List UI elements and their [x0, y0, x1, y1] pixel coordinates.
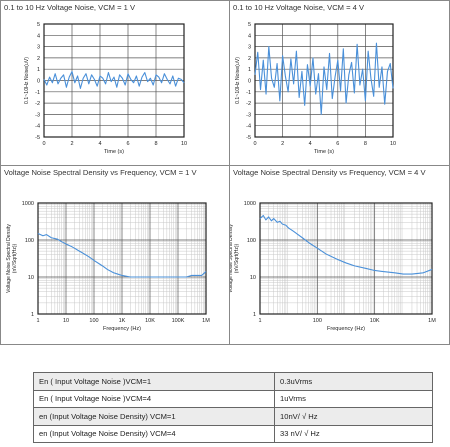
y-axis-label: 0.1~10Hz Noise(uV) — [235, 57, 241, 104]
plot-frame — [254, 23, 394, 138]
x-tick-label: 1 — [258, 318, 261, 324]
x-tick-label: 1M — [428, 318, 436, 324]
table-cell: 1uVrms — [274, 389, 433, 408]
table-row: en (Input Voltage Noise Density) VCM=4 3… — [33, 424, 433, 443]
y-tick-label: 100 — [25, 238, 34, 244]
x-tick-label: 0 — [42, 141, 45, 147]
y-tick-label: -5 — [246, 135, 251, 141]
y-tick-label: 1000 — [244, 201, 256, 207]
x-axis-label: Time (s) — [104, 149, 124, 155]
chart-cell-1: 0.1 to 10 Hz Voltage Noise, VCM = 1 V 0 2… — [0, 0, 230, 166]
y-tick-label: 1000 — [22, 201, 34, 207]
y-tick-label: 1 — [253, 312, 256, 318]
table-cell: en (Input Voltage Noise Density) VCM=1 — [33, 407, 275, 426]
series-line — [259, 214, 433, 275]
chart-cell-4: Voltage Noise Spectral Density vs Freque… — [229, 165, 450, 345]
x-tick-label: 10 — [63, 318, 69, 324]
x-axis-label: Time (s) — [314, 149, 334, 155]
x-tick-label: 6 — [336, 141, 339, 147]
y-tick-label: -4 — [246, 124, 251, 130]
x-tick-label: 8 — [154, 141, 157, 147]
y-tick-label: 1 — [37, 67, 40, 73]
chart-title: Voltage Noise Spectral Density vs Freque… — [4, 168, 197, 177]
y-axis-label-line: Voltage Noise Spectral Density — [6, 224, 12, 293]
y-tick-label: 5 — [248, 22, 251, 28]
y-tick-label: -1 — [246, 90, 251, 96]
y-tick-label: -5 — [35, 135, 40, 141]
table-cell: 10nV/ √ Hz — [274, 407, 433, 426]
x-tick-label: 10K — [145, 318, 155, 324]
x-axis-label: Frequency (Hz) — [327, 326, 365, 332]
x-tick-label: 100K — [172, 318, 185, 324]
y-axis-label: 0.1~10Hz Noise(uV) — [24, 57, 30, 104]
table-row: en (Input Voltage Noise Density) VCM=1 1… — [33, 407, 433, 426]
table-cell: En ( Input Voltage Noise )VCM=4 — [33, 389, 275, 408]
x-tick-label: 2 — [70, 141, 73, 147]
y-tick-label: -3 — [246, 112, 251, 118]
y-axis-label-line: (nV/Sqrt(Hz)) — [234, 243, 240, 273]
x-tick-label: 0 — [253, 141, 256, 147]
y-tick-label: -1 — [35, 90, 40, 96]
x-axis-label: Frequency (Hz) — [103, 326, 141, 332]
y-tick-label: -3 — [35, 112, 40, 118]
x-tick-label: 4 — [309, 141, 312, 147]
y-tick-label: 4 — [37, 33, 40, 39]
y-tick-label: 10 — [250, 275, 256, 281]
series-line — [43, 70, 185, 89]
y-tick-label: -2 — [246, 101, 251, 107]
x-tick-label: 1M — [202, 318, 210, 324]
y-tick-label: 0 — [248, 79, 251, 85]
y-tick-label: 1 — [248, 67, 251, 73]
y-axis-label-line: Voltage Noise Spectral Density — [230, 224, 234, 293]
chart-title: 0.1 to 10 Hz Voltage Noise, VCM = 4 V — [233, 3, 365, 12]
y-tick-label: 3 — [37, 45, 40, 51]
y-tick-label: 3 — [248, 45, 251, 51]
series-line — [37, 232, 207, 278]
noise-summary-table: En ( Input Voltage Noise )VCM=1 0.3uVrms… — [33, 372, 433, 443]
y-tick-label: 1 — [31, 312, 34, 318]
y-tick-label: 100 — [247, 238, 256, 244]
noise-density-chart-vcm1: 1 10 100 1K 10K 100K 1M 1000 100 10 1 Frequency (Hz… — [6, 201, 210, 332]
table-cell: en (Input Voltage Noise Density) VCM=4 — [33, 424, 275, 443]
noise-density-chart-vcm4: 1 100 10K 1M 1000 100 10 1 Frequency (Hz) Voltage… — [230, 201, 436, 332]
y-tick-label: 4 — [248, 33, 251, 39]
x-tick-label: 4 — [98, 141, 101, 147]
x-tick-label: 100 — [89, 318, 98, 324]
table-row: En ( Input Voltage Noise )VCM=4 1uVrms — [33, 389, 433, 408]
y-tick-label: 5 — [37, 22, 40, 28]
x-tick-label: 1K — [119, 318, 126, 324]
chart-grid-table: 0.1 to 10 Hz Voltage Noise, VCM = 1 V 0 2… — [0, 0, 450, 345]
x-tick-label: 6 — [126, 141, 129, 147]
y-axis-label: Voltage Noise Spectral Density(nV/Sqrt(H… — [230, 224, 240, 293]
y-axis-label-line: (nV/Sqrt(Hz)) — [12, 243, 18, 273]
chart-title: Voltage Noise Spectral Density vs Freque… — [233, 168, 426, 177]
table-cell: 0.3uVrms — [274, 372, 433, 391]
x-tick-label: 10K — [370, 318, 380, 324]
plot-frame — [259, 202, 433, 315]
y-tick-label: 0 — [37, 79, 40, 85]
x-tick-label: 100 — [313, 318, 322, 324]
table-row: En ( Input Voltage Noise )VCM=1 0.3uVrms — [33, 372, 433, 391]
chart-title: 0.1 to 10 Hz Voltage Noise, VCM = 1 V — [4, 3, 136, 12]
x-tick-label: 10 — [181, 141, 187, 147]
y-tick-label: -2 — [35, 101, 40, 107]
y-tick-label: 2 — [248, 56, 251, 62]
x-tick-label: 10 — [390, 141, 396, 147]
x-tick-label: 2 — [281, 141, 284, 147]
chart-cell-3: Voltage Noise Spectral Density vs Freque… — [0, 165, 230, 345]
plot-frame — [37, 202, 207, 315]
series-line — [254, 42, 394, 115]
table-cell: 33 nV/ √ Hz — [274, 424, 433, 443]
y-tick-label: 2 — [37, 56, 40, 62]
x-tick-label: 1 — [36, 318, 39, 324]
y-tick-label: 10 — [28, 275, 34, 281]
chart-cell-2: 0.1 to 10 Hz Voltage Noise, VCM = 4 V 0 2… — [229, 0, 450, 166]
x-tick-label: 8 — [364, 141, 367, 147]
y-axis-label: Voltage Noise Spectral Density(nV/Sqrt(H… — [6, 224, 18, 293]
y-tick-label: -4 — [35, 124, 40, 130]
table-cell: En ( Input Voltage Noise )VCM=1 — [33, 372, 275, 391]
